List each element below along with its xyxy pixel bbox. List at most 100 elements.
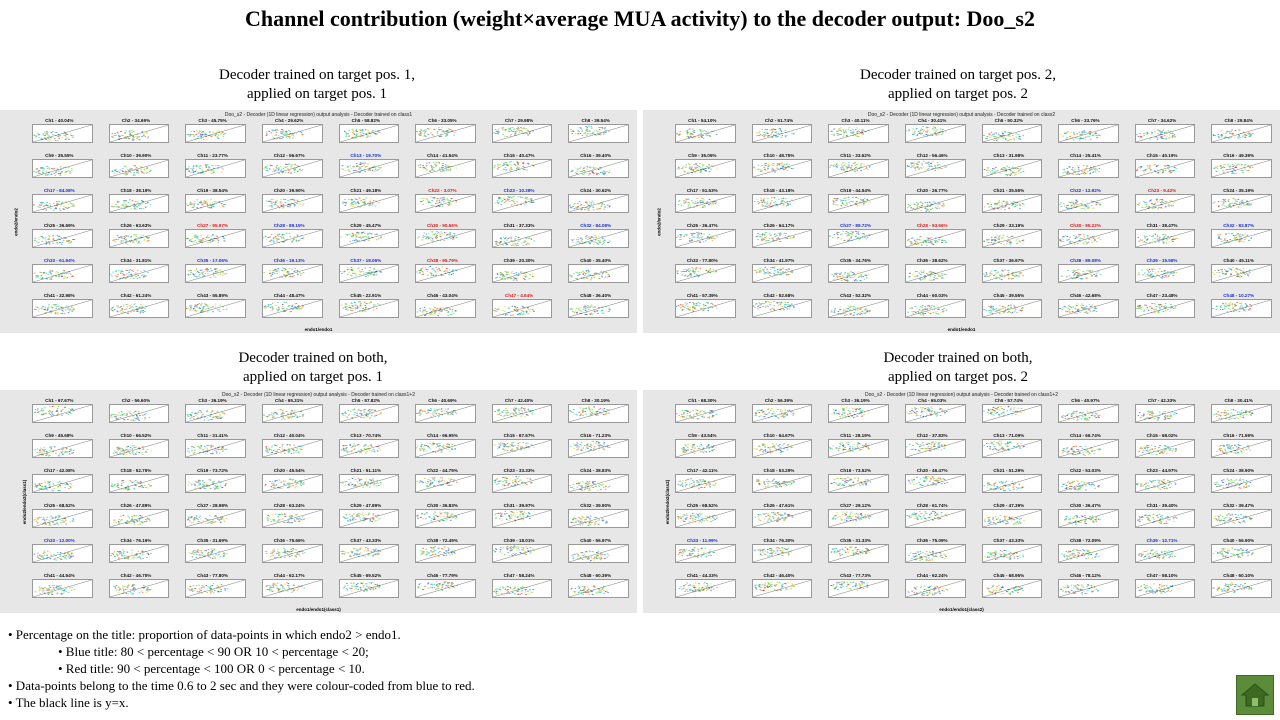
data-point [352, 200, 355, 202]
data-point [364, 307, 367, 309]
data-point [287, 136, 290, 137]
data-point [1243, 134, 1246, 136]
data-point [771, 167, 774, 169]
data-point [58, 308, 60, 310]
data-point [603, 272, 605, 274]
data-point [833, 163, 836, 165]
data-point [506, 278, 509, 280]
data-point [516, 166, 519, 168]
data-point [433, 197, 436, 199]
data-point [604, 239, 606, 241]
data-point [1156, 172, 1159, 174]
scatter-svg [905, 160, 965, 177]
data-point [509, 277, 512, 279]
data-point [496, 273, 499, 275]
data-point [915, 166, 918, 168]
data-point [842, 135, 845, 137]
data-point [585, 130, 588, 132]
data-point [677, 167, 680, 169]
data-point [691, 137, 694, 139]
data-point [836, 166, 838, 168]
data-point [577, 202, 580, 204]
data-point [577, 238, 580, 240]
data-point [774, 199, 777, 201]
data-point [1063, 168, 1066, 170]
data-point [694, 167, 697, 169]
data-point [134, 200, 137, 202]
data-point [1228, 131, 1231, 133]
data-point [869, 165, 872, 167]
data-point [514, 277, 517, 279]
data-point [438, 205, 441, 207]
data-point [422, 266, 425, 268]
data-point [602, 127, 604, 129]
data-point [291, 306, 293, 308]
data-point [779, 133, 782, 135]
data-point [1088, 169, 1091, 171]
data-point [194, 306, 197, 308]
data-point [375, 169, 378, 171]
data-point [516, 201, 519, 203]
data-point [583, 167, 585, 169]
data-point [281, 267, 284, 269]
data-point [443, 239, 446, 241]
data-point [507, 272, 509, 273]
data-point [37, 310, 40, 312]
data-point [504, 167, 507, 168]
data-point [294, 169, 297, 171]
data-point [702, 206, 705, 207]
data-point [521, 275, 524, 277]
data-point [221, 204, 224, 206]
data-point [775, 167, 778, 169]
channel-subplot: Ch15 - 40.47% [486, 153, 553, 184]
data-point [35, 168, 38, 170]
data-point [194, 273, 197, 275]
data-point [1065, 138, 1068, 140]
data-point [685, 200, 688, 202]
data-point [149, 204, 152, 206]
data-point [38, 170, 41, 171]
data-point [293, 171, 296, 173]
data-point [517, 274, 520, 276]
data-point [129, 208, 132, 210]
data-point [502, 164, 505, 166]
data-point [841, 169, 843, 171]
scatter-svg [339, 230, 399, 247]
data-point [267, 304, 270, 306]
data-point [918, 132, 921, 134]
data-point [366, 163, 369, 165]
data-point [590, 241, 593, 243]
data-point [125, 236, 128, 237]
scatter-plot [415, 124, 476, 143]
data-point [772, 169, 775, 171]
data-point [351, 232, 353, 234]
caption-panel-1: Decoder trained on target pos. 1, applie… [219, 67, 415, 102]
data-point [140, 168, 143, 170]
data-point [1017, 136, 1020, 138]
data-point [446, 135, 449, 137]
channel-subplot: Ch20 - 39.90% [256, 188, 323, 219]
data-point [920, 127, 923, 129]
data-point [418, 272, 421, 274]
data-point [132, 139, 135, 141]
data-point [291, 304, 294, 306]
data-point [507, 274, 510, 276]
data-point [515, 307, 518, 309]
data-point [425, 233, 428, 235]
data-point [574, 311, 576, 313]
data-point [201, 167, 204, 169]
data-point [203, 271, 206, 272]
data-point [604, 127, 607, 129]
channel-subplot: Ch45 - 22.91% [333, 293, 400, 324]
channel-title: Ch9 - 35.55% [45, 153, 74, 158]
data-point [990, 170, 993, 171]
data-point [524, 275, 527, 277]
data-point [67, 312, 70, 314]
data-point [133, 205, 136, 207]
data-point [366, 275, 369, 277]
data-point [1161, 131, 1163, 133]
data-point [115, 171, 118, 172]
channel-title: Ch47 - 4.64% [504, 293, 534, 298]
data-point [764, 201, 767, 203]
channel-subplot: Ch3 - 40.11% [822, 118, 889, 149]
